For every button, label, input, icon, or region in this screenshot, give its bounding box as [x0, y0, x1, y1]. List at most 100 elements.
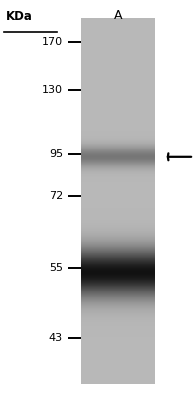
Bar [81, 306, 155, 307]
Bar [81, 334, 155, 335]
Bar [81, 178, 155, 179]
Bar [81, 300, 155, 301]
Bar [81, 336, 155, 337]
Bar [81, 146, 155, 147]
Bar [81, 237, 155, 238]
Bar [81, 274, 155, 275]
Bar [81, 326, 155, 327]
Bar [81, 284, 155, 285]
Bar [81, 321, 155, 322]
Bar [81, 208, 155, 209]
Text: 130: 130 [42, 85, 63, 95]
Bar [81, 163, 155, 164]
Bar [81, 256, 155, 257]
Bar [81, 130, 155, 131]
Bar [81, 139, 155, 140]
Bar [81, 174, 155, 175]
Bar [81, 219, 155, 220]
Text: 43: 43 [49, 333, 63, 343]
Bar [81, 287, 155, 288]
Bar [81, 177, 155, 178]
Bar [81, 257, 155, 258]
Text: 72: 72 [49, 191, 63, 201]
Bar [81, 161, 155, 162]
Bar [81, 132, 155, 133]
Bar [81, 219, 155, 220]
Bar [81, 335, 155, 336]
Bar [81, 210, 155, 211]
Bar [81, 253, 155, 254]
Bar [81, 154, 155, 155]
Bar [81, 323, 155, 324]
Bar [81, 269, 155, 270]
Bar [81, 229, 155, 230]
Bar [81, 156, 155, 157]
Bar [81, 241, 155, 242]
Bar [81, 233, 155, 234]
Bar [81, 235, 155, 236]
Bar [81, 215, 155, 216]
Bar [81, 332, 155, 333]
Bar [81, 323, 155, 324]
Bar [81, 262, 155, 263]
Bar [81, 286, 155, 287]
Text: KDa: KDa [6, 10, 33, 23]
Bar [81, 166, 155, 167]
Bar [81, 134, 155, 135]
Bar [81, 138, 155, 139]
Bar [81, 231, 155, 232]
Text: 55: 55 [49, 263, 63, 273]
Bar [81, 282, 155, 283]
Bar [81, 299, 155, 300]
Bar [81, 281, 155, 282]
Bar [81, 335, 155, 336]
Bar [81, 316, 155, 317]
Bar [81, 285, 155, 286]
Bar [81, 213, 155, 214]
Bar [81, 263, 155, 264]
Bar [81, 239, 155, 240]
Bar [81, 268, 155, 269]
Bar [81, 307, 155, 308]
Bar [81, 152, 155, 153]
Bar [81, 222, 155, 223]
Bar [81, 131, 155, 132]
Bar [81, 329, 155, 330]
Bar [81, 304, 155, 305]
Bar [81, 218, 155, 219]
Bar [81, 278, 155, 279]
Bar [81, 165, 155, 166]
Bar [81, 252, 155, 253]
Bar [81, 317, 155, 318]
Bar [81, 310, 155, 311]
Bar [81, 295, 155, 296]
Bar [81, 180, 155, 181]
Bar [81, 180, 155, 181]
Bar [81, 235, 155, 236]
Bar [81, 266, 155, 267]
Bar [81, 162, 155, 163]
Bar [81, 272, 155, 273]
Bar [81, 264, 155, 265]
Bar [81, 276, 155, 277]
Bar [81, 319, 155, 320]
Bar [81, 262, 155, 263]
Bar [81, 142, 155, 143]
Bar [81, 279, 155, 280]
Bar [81, 324, 155, 325]
Bar [81, 296, 155, 297]
Bar [81, 303, 155, 304]
Bar [81, 225, 155, 226]
Bar [81, 133, 155, 134]
Bar [81, 298, 155, 299]
Bar [81, 171, 155, 172]
Bar [81, 320, 155, 321]
Bar [81, 278, 155, 279]
Bar [81, 171, 155, 172]
Bar [81, 329, 155, 330]
Bar [81, 241, 155, 242]
Bar [81, 223, 155, 224]
Bar [81, 309, 155, 310]
Bar [81, 147, 155, 148]
Bar [81, 131, 155, 132]
